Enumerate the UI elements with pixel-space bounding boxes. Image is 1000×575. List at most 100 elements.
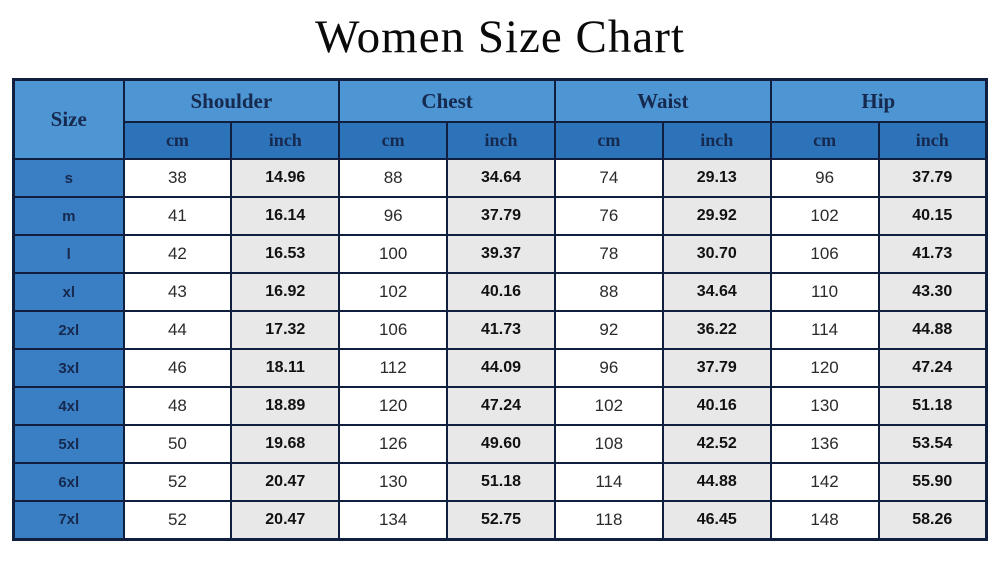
cm-value-cell: 102	[338, 272, 449, 312]
inch-value-cell: 44.88	[661, 462, 772, 502]
inch-value-cell: 43.30	[877, 272, 988, 312]
cm-value-cell: 110	[769, 272, 880, 312]
size-label: 6xl	[12, 462, 125, 502]
size-label: m	[12, 196, 125, 236]
inch-value-cell: 16.92	[230, 272, 341, 312]
inch-value-cell: 39.37	[446, 234, 556, 274]
size-table-body: s 38 14.96 88 34.64 74 29.13 96 37.79 m 41 16.14 96 3…	[12, 158, 988, 540]
group-header-hip: Hip	[769, 78, 988, 123]
unit-header-chest-cm: cm	[338, 121, 449, 160]
unit-header-shoulder-cm: cm	[122, 121, 233, 160]
inch-value-cell: 58.26	[877, 500, 988, 540]
group-header-row: Size Shoulder Chest Waist Hip	[12, 78, 988, 160]
table-row: 2xl 44 17.32 106 41.73 92 36.22 114 44.88	[12, 310, 988, 350]
inch-value-cell: 16.14	[230, 196, 341, 236]
unit-header-hip-cm: cm	[769, 121, 880, 160]
cm-value-cell: 148	[769, 500, 880, 540]
inch-value-cell: 40.16	[661, 386, 772, 426]
table-row: m 41 16.14 96 37.79 76 29.92 102 40.15	[12, 196, 988, 236]
inch-value-cell: 40.15	[877, 196, 988, 236]
inch-value-cell: 29.92	[661, 196, 772, 236]
group-header-shoulder: Shoulder	[122, 78, 341, 123]
size-label: 2xl	[12, 310, 125, 350]
inch-value-cell: 34.64	[446, 158, 556, 198]
cm-value-cell: 106	[769, 234, 880, 274]
table-row: xl 43 16.92 102 40.16 88 34.64 110 43.30	[12, 272, 988, 312]
cm-value-cell: 48	[122, 386, 233, 426]
inch-value-cell: 18.89	[230, 386, 341, 426]
inch-value-cell: 36.22	[661, 310, 772, 350]
size-chart-table: Size Shoulder Chest Waist Hip cm inch cm…	[12, 78, 988, 541]
cm-value-cell: 88	[338, 158, 449, 198]
inch-value-cell: 47.24	[877, 348, 988, 388]
inch-value-cell: 44.88	[877, 310, 988, 350]
table-row: 7xl 52 20.47 134 52.75 118 46.45 148 58.26	[12, 500, 988, 540]
cm-value-cell: 38	[122, 158, 233, 198]
cm-value-cell: 130	[338, 462, 449, 502]
inch-value-cell: 20.47	[230, 462, 341, 502]
size-label: l	[12, 234, 125, 274]
inch-value-cell: 42.52	[661, 424, 772, 464]
table-header: Size Shoulder Chest Waist Hip cm inch cm…	[12, 78, 988, 160]
cm-value-cell: 112	[338, 348, 449, 388]
inch-value-cell: 49.60	[446, 424, 556, 464]
cm-value-cell: 50	[122, 424, 233, 464]
inch-value-cell: 37.79	[446, 196, 556, 236]
cm-value-cell: 96	[553, 348, 664, 388]
inch-value-cell: 16.53	[230, 234, 341, 274]
table-row: 4xl 48 18.89 120 47.24 102 40.16 130 51.18	[12, 386, 988, 426]
inch-value-cell: 37.79	[661, 348, 772, 388]
cm-value-cell: 76	[553, 196, 664, 236]
inch-value-cell: 40.16	[446, 272, 556, 312]
cm-value-cell: 126	[338, 424, 449, 464]
table-row: 6xl 52 20.47 130 51.18 114 44.88 142 55.90	[12, 462, 988, 502]
cm-value-cell: 92	[553, 310, 664, 350]
inch-value-cell: 51.18	[877, 386, 988, 426]
cm-value-cell: 120	[769, 348, 880, 388]
cm-value-cell: 102	[769, 196, 880, 236]
page-title: Women Size Chart	[315, 11, 685, 63]
cm-value-cell: 52	[122, 462, 233, 502]
inch-value-cell: 19.68	[230, 424, 341, 464]
cm-value-cell: 134	[338, 500, 449, 540]
inch-value-cell: 52.75	[446, 500, 556, 540]
cm-value-cell: 102	[553, 386, 664, 426]
inch-value-cell: 53.54	[877, 424, 988, 464]
size-chart-container: Size Shoulder Chest Waist Hip cm inch cm…	[0, 78, 1000, 541]
cm-value-cell: 106	[338, 310, 449, 350]
cm-value-cell: 142	[769, 462, 880, 502]
inch-value-cell: 18.11	[230, 348, 341, 388]
cm-value-cell: 43	[122, 272, 233, 312]
cm-value-cell: 100	[338, 234, 449, 274]
group-header-waist: Waist	[553, 78, 772, 123]
cm-value-cell: 88	[553, 272, 664, 312]
inch-value-cell: 44.09	[446, 348, 556, 388]
size-label: 3xl	[12, 348, 125, 388]
cm-value-cell: 96	[338, 196, 449, 236]
cm-value-cell: 96	[769, 158, 880, 198]
cm-value-cell: 44	[122, 310, 233, 350]
size-column-header: Size	[12, 78, 125, 160]
cm-value-cell: 118	[553, 500, 664, 540]
cm-value-cell: 130	[769, 386, 880, 426]
unit-header-chest-inch: inch	[446, 121, 556, 160]
size-label: 7xl	[12, 500, 125, 540]
size-label: xl	[12, 272, 125, 312]
inch-value-cell: 47.24	[446, 386, 556, 426]
cm-value-cell: 136	[769, 424, 880, 464]
cm-value-cell: 42	[122, 234, 233, 274]
unit-header-waist-inch: inch	[661, 121, 772, 160]
inch-value-cell: 20.47	[230, 500, 341, 540]
inch-value-cell: 55.90	[877, 462, 988, 502]
unit-header-waist-cm: cm	[553, 121, 664, 160]
cm-value-cell: 41	[122, 196, 233, 236]
size-label: 4xl	[12, 386, 125, 426]
inch-value-cell: 34.64	[661, 272, 772, 312]
group-header-chest: Chest	[338, 78, 556, 123]
inch-value-cell: 41.73	[877, 234, 988, 274]
table-row: s 38 14.96 88 34.64 74 29.13 96 37.79	[12, 158, 988, 198]
cm-value-cell: 46	[122, 348, 233, 388]
inch-value-cell: 14.96	[230, 158, 341, 198]
unit-header-hip-inch: inch	[877, 121, 988, 160]
inch-value-cell: 29.13	[661, 158, 772, 198]
